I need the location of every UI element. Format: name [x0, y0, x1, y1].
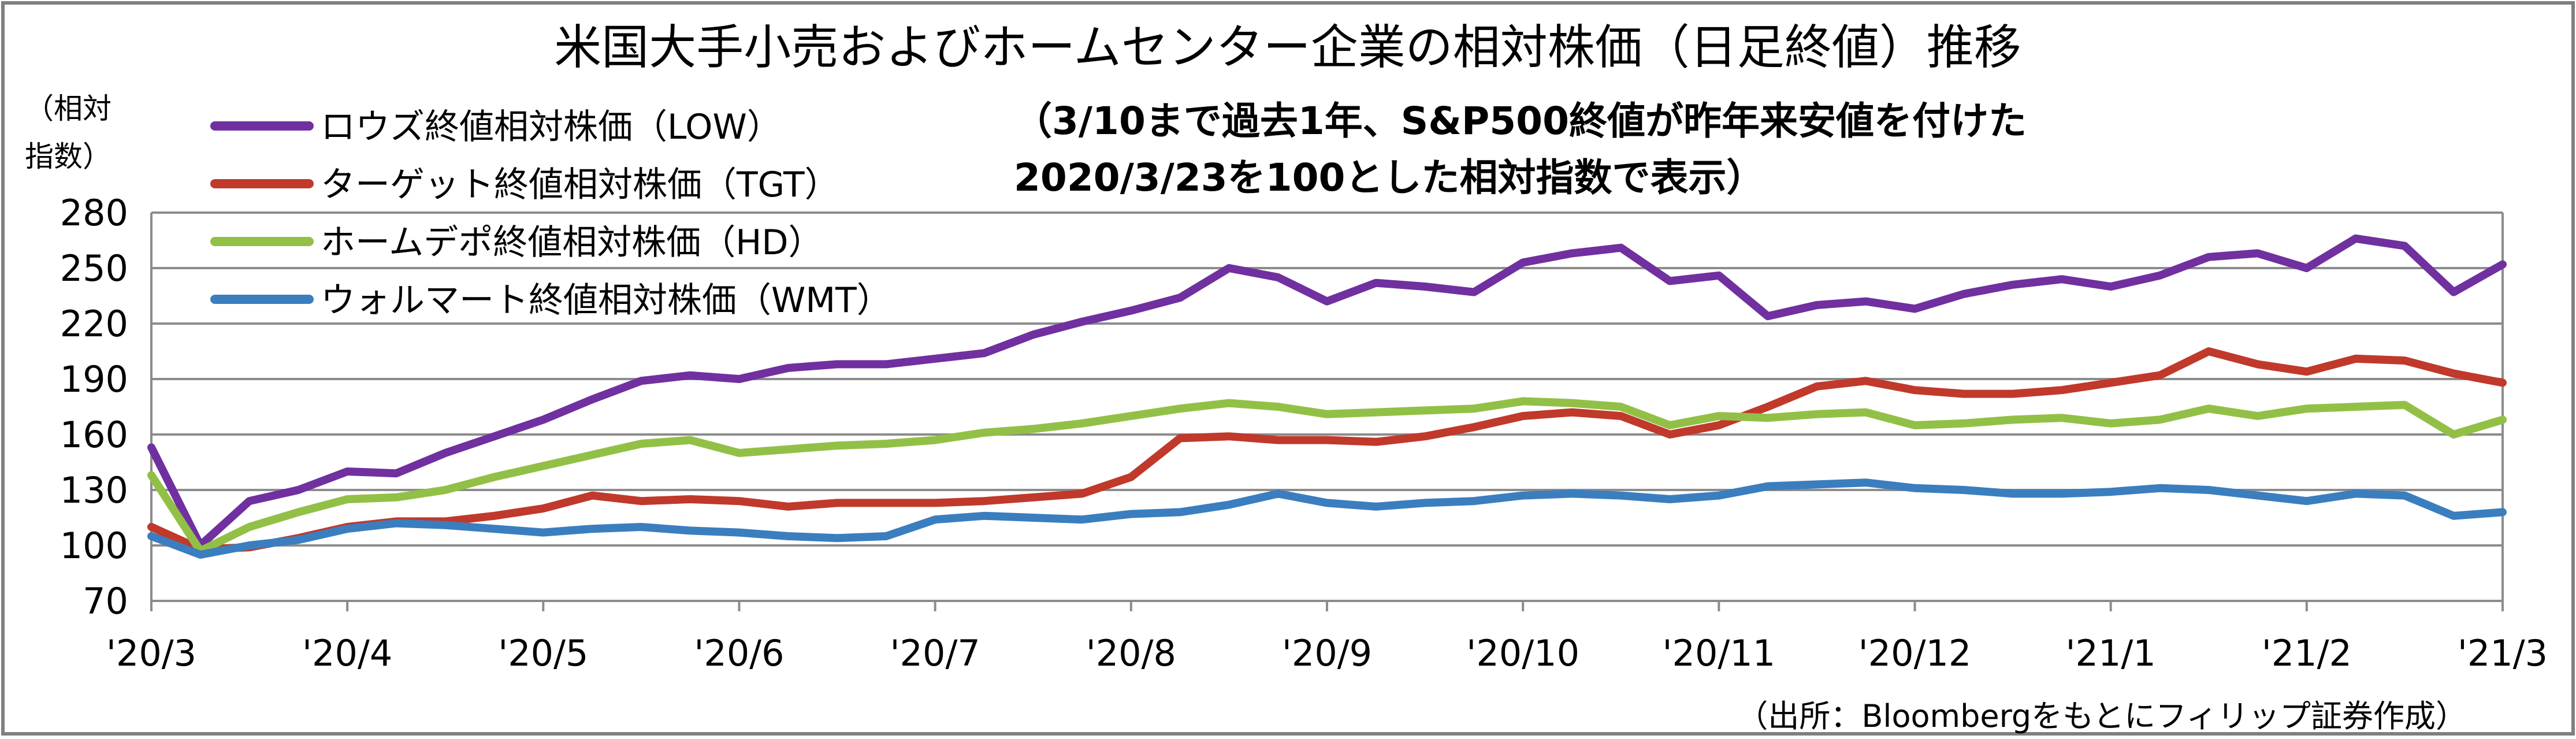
- x-tick-label: '20/8: [1086, 632, 1176, 674]
- chart-note-line-1: （3/10まで過去1年、S&P500終値が昨年来安値を付けた: [1014, 99, 2027, 143]
- series-line-3: [147, 478, 2507, 559]
- legend-entry: ウォルマート終値相対株価（WMT）: [321, 280, 891, 321]
- x-tick-label: '20/5: [498, 632, 588, 674]
- x-axis-ticks: '20/3 '20/4 '20/5 '20/6 '20/7 '20/8 '20/9 '20/1…: [106, 601, 2548, 674]
- x-tick-label: '20/10: [1466, 632, 1579, 674]
- x-tick-label: '21/3: [2458, 632, 2548, 674]
- legend-entry: ホームデポ終値相対株価（HD）: [321, 222, 823, 263]
- series-lines: [147, 234, 2507, 559]
- source-note: （出所：Bloombergをもとにフィリップ証券作成）: [1737, 698, 2467, 734]
- y-tick-label: 280: [60, 192, 128, 234]
- legend: ロウズ終値相対株価（LOW） ターゲット終値相対株価（TGT） ホームデポ終値相対株…: [210, 107, 891, 321]
- chart-note-line-2: 2020/3/23を100とした相対指数で表示）: [1014, 155, 1764, 200]
- x-tick-label: '20/11: [1662, 632, 1775, 674]
- y-axis-ticks: 70 100 130 160 190 220 250 280: [60, 192, 128, 622]
- x-tick-label: '21/2: [2262, 632, 2352, 674]
- series-line-2: [147, 397, 2507, 555]
- x-tick-label: '20/3: [106, 632, 196, 674]
- y-axis-label-line-2: 指数）: [25, 140, 111, 173]
- chart-title: 米国大手小売およびホームセンター企業の相対株価（日足終値）推移: [554, 20, 2021, 75]
- legend-entry: ターゲット終値相対株価（TGT）: [321, 165, 839, 205]
- x-tick-label: '20/6: [694, 632, 784, 674]
- x-tick-label: '20/9: [1282, 632, 1372, 674]
- y-tick-label: 250: [60, 247, 128, 289]
- y-tick-label: 130: [60, 469, 128, 511]
- x-tick-label: '20/7: [890, 632, 980, 674]
- y-tick-label: 190: [60, 358, 128, 400]
- x-tick-label: '20/12: [1858, 632, 1972, 674]
- y-axis-label-line-1: （相対: [25, 92, 111, 125]
- x-tick-label: '21/1: [2066, 632, 2156, 674]
- y-tick-label: 70: [83, 580, 128, 622]
- series-line-1: [147, 347, 2507, 554]
- y-tick-label: 160: [60, 414, 128, 456]
- y-tick-label: 100: [60, 525, 128, 567]
- series-line-0: [147, 234, 2507, 549]
- legend-entry: ロウズ終値相対株価（LOW）: [321, 107, 782, 147]
- y-tick-label: 220: [60, 303, 128, 345]
- x-tick-label: '20/4: [302, 632, 392, 674]
